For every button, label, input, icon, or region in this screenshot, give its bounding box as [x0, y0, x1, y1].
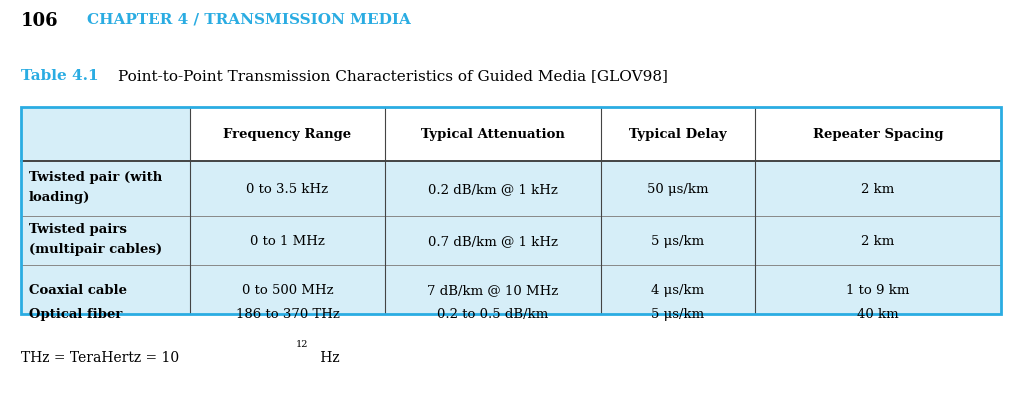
Text: Typical Attenuation: Typical Attenuation	[421, 128, 565, 141]
Text: Typical Delay: Typical Delay	[629, 128, 727, 141]
Text: 40 km: 40 km	[858, 307, 899, 320]
Text: Optical fiber: Optical fiber	[29, 307, 122, 320]
Text: Twisted pair (with: Twisted pair (with	[29, 171, 162, 184]
Text: 2 km: 2 km	[862, 183, 895, 196]
Text: 50 μs/km: 50 μs/km	[647, 183, 709, 196]
Bar	[21, 107, 1001, 314]
Text: 12: 12	[296, 339, 308, 348]
Text: 0 to 1 MHz: 0 to 1 MHz	[251, 234, 325, 247]
Text: 2 km: 2 km	[862, 234, 895, 247]
Text: (multipair cables): (multipair cables)	[29, 243, 162, 256]
Text: 106: 106	[21, 12, 59, 30]
Text: 4 μs/km: 4 μs/km	[651, 283, 705, 296]
Text: THz = TeraHertz = 10: THz = TeraHertz = 10	[21, 351, 179, 365]
Bar	[190, 107, 1001, 162]
Text: 1 to 9 km: 1 to 9 km	[846, 283, 910, 296]
Text: 0.2 to 0.5 dB/km: 0.2 to 0.5 dB/km	[438, 307, 548, 320]
Text: 0 to 3.5 kHz: 0 to 3.5 kHz	[246, 183, 329, 196]
Text: Frequency Range: Frequency Range	[224, 128, 351, 141]
Text: Hz: Hz	[316, 351, 340, 365]
Text: CHAPTER 4 / TRANSMISSION MEDIA: CHAPTER 4 / TRANSMISSION MEDIA	[87, 12, 411, 26]
Text: 0 to 500 MHz: 0 to 500 MHz	[241, 283, 334, 296]
Text: 5 μs/km: 5 μs/km	[651, 234, 705, 247]
Text: 0.7 dB/km @ 1 kHz: 0.7 dB/km @ 1 kHz	[428, 234, 558, 247]
Text: 7 dB/km @ 10 MHz: 7 dB/km @ 10 MHz	[427, 283, 559, 296]
Text: Point-to-Point Transmission Characteristics of Guided Media [GLOV98]: Point-to-Point Transmission Characterist…	[118, 69, 668, 83]
Text: 0.2 dB/km @ 1 kHz: 0.2 dB/km @ 1 kHz	[428, 183, 558, 196]
Bar	[21, 107, 1001, 314]
Text: 5 μs/km: 5 μs/km	[651, 307, 705, 320]
Text: Twisted pairs: Twisted pairs	[29, 222, 126, 235]
Text: Coaxial cable: Coaxial cable	[29, 283, 126, 296]
Text: Repeater Spacing: Repeater Spacing	[812, 128, 944, 141]
Text: Table 4.1: Table 4.1	[21, 69, 99, 83]
Text: loading): loading)	[29, 191, 90, 204]
Text: 186 to 370 THz: 186 to 370 THz	[235, 307, 340, 320]
